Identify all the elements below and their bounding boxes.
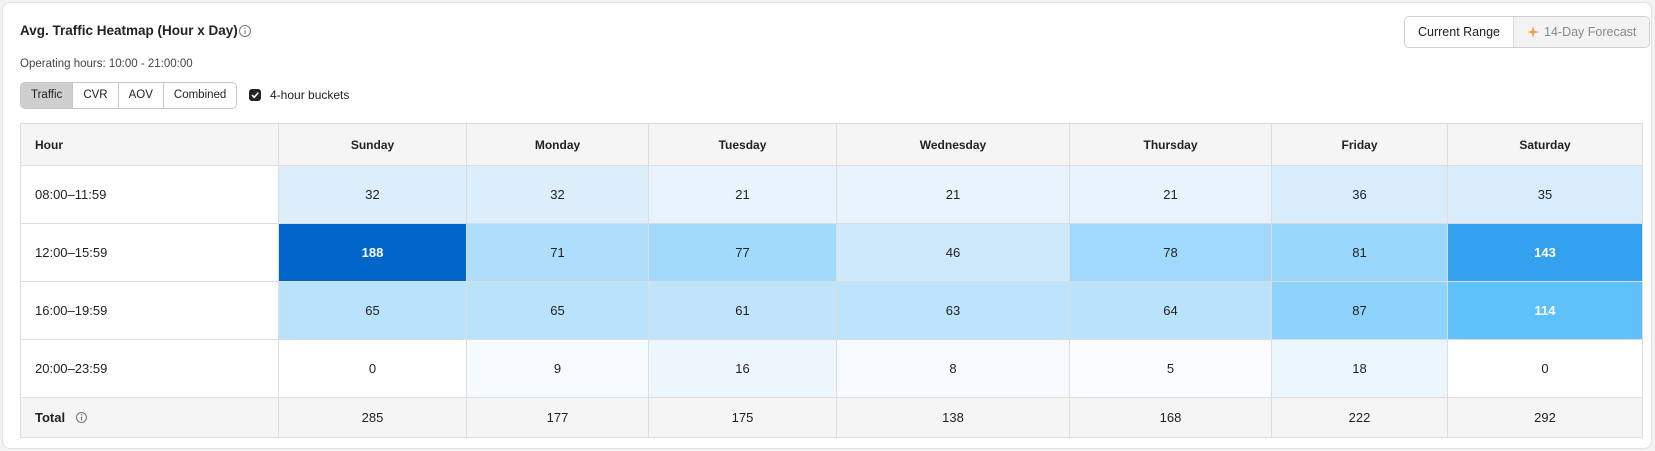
heat-cell: 65 (278, 281, 467, 340)
heat-cell: 0 (278, 339, 467, 398)
check-mark (251, 92, 259, 99)
heat-cell: 8 (836, 339, 1070, 398)
subtitle: Operating hours: 10:00 - 21:00:00 (20, 58, 193, 70)
card-title: Avg. Traffic Heatmap (Hour x Day) (20, 23, 238, 38)
data-row: 12:00–15:59 188 71 77 46 78 81 143 (20, 223, 1643, 282)
heat-cell: 46 (836, 223, 1070, 282)
heat-cell: 35 (1447, 165, 1643, 224)
heat-cell: 114 (1447, 281, 1643, 340)
checkbox-label: 4-hour buckets (270, 88, 350, 102)
total-cell: 177 (466, 397, 649, 438)
row-label: 20:00–23:59 (20, 339, 279, 398)
total-cell: 292 (1447, 397, 1643, 438)
heat-cell: 21 (648, 165, 837, 224)
heat-cell: 32 (466, 165, 649, 224)
total-label: Total (20, 397, 279, 438)
heat-cell: 36 (1271, 165, 1448, 224)
range-switch: Current Range 14-Day Forecast (1404, 16, 1651, 48)
tab[interactable]: Traffic (21, 83, 73, 108)
range-button[interactable]: 14-Day Forecast (1513, 17, 1650, 47)
bucket-toggle[interactable]: 4-hour buckets (249, 88, 349, 102)
heatmap-table: Hour Sunday Monday Tuesday Wednesday Thursday… (20, 123, 1643, 438)
total-cell: 168 (1069, 397, 1272, 438)
data-row: 16:00–19:59 65 65 61 63 64 87 114 (20, 281, 1643, 340)
heat-cell: 18 (1271, 339, 1448, 398)
range-button[interactable]: Current Range (1405, 17, 1513, 47)
column-header: Wednesday (836, 123, 1070, 166)
header-row: Hour Sunday Monday Tuesday Wednesday Thursday… (20, 123, 1643, 166)
range-label: 14-Day Forecast (1544, 25, 1637, 39)
heat-cell: 9 (466, 339, 649, 398)
row-label: 08:00–11:59 (20, 165, 279, 224)
info-icon[interactable] (75, 411, 88, 424)
heat-cell: 61 (648, 281, 837, 340)
metric-tabs: Traffic CVR AOV Combined (20, 82, 238, 109)
data-row: 20:00–23:59 0 9 16 8 5 18 0 (20, 339, 1643, 398)
tab[interactable]: CVR (72, 83, 118, 108)
heat-cell: 32 (278, 165, 467, 224)
info-icon[interactable] (238, 24, 252, 38)
tab[interactable]: Combined (162, 83, 237, 108)
heat-cell: 143 (1447, 223, 1643, 282)
data-row: 08:00–11:59 32 32 21 21 21 36 35 (20, 165, 1643, 224)
heat-cell: 5 (1069, 339, 1272, 398)
heat-cell: 64 (1069, 281, 1272, 340)
range-label: Current Range (1418, 25, 1500, 39)
column-header: Tuesday (648, 123, 837, 166)
column-header: Thursday (1069, 123, 1272, 166)
heat-cell: 81 (1271, 223, 1448, 282)
column-header: Sunday (278, 123, 467, 166)
total-cell: 222 (1271, 397, 1448, 438)
row-label: 16:00–19:59 (20, 281, 279, 340)
heat-cell: 188 (278, 223, 467, 282)
column-header: Monday (466, 123, 649, 166)
column-header: Saturday (1447, 123, 1643, 166)
heat-cell: 21 (1069, 165, 1272, 224)
heat-cell: 71 (466, 223, 649, 282)
sparkle-icon (1527, 26, 1539, 38)
heat-cell: 77 (648, 223, 837, 282)
row-label: 12:00–15:59 (20, 223, 279, 282)
heat-cell: 65 (466, 281, 649, 340)
total-cell: 175 (648, 397, 837, 438)
column-header: Friday (1271, 123, 1448, 166)
total-cell: 138 (836, 397, 1070, 438)
tab[interactable]: AOV (117, 83, 163, 108)
total-cell: 285 (278, 397, 467, 438)
heat-cell: 87 (1271, 281, 1448, 340)
column-header: Hour (20, 123, 279, 166)
total-row: Total 285 177 175 138 168 222 292 (20, 397, 1643, 438)
heat-cell: 0 (1447, 339, 1643, 398)
heat-cell: 63 (836, 281, 1070, 340)
heat-cell: 21 (836, 165, 1070, 224)
checkbox[interactable] (249, 89, 261, 101)
heat-cell: 78 (1069, 223, 1272, 282)
heat-cell: 16 (648, 339, 837, 398)
